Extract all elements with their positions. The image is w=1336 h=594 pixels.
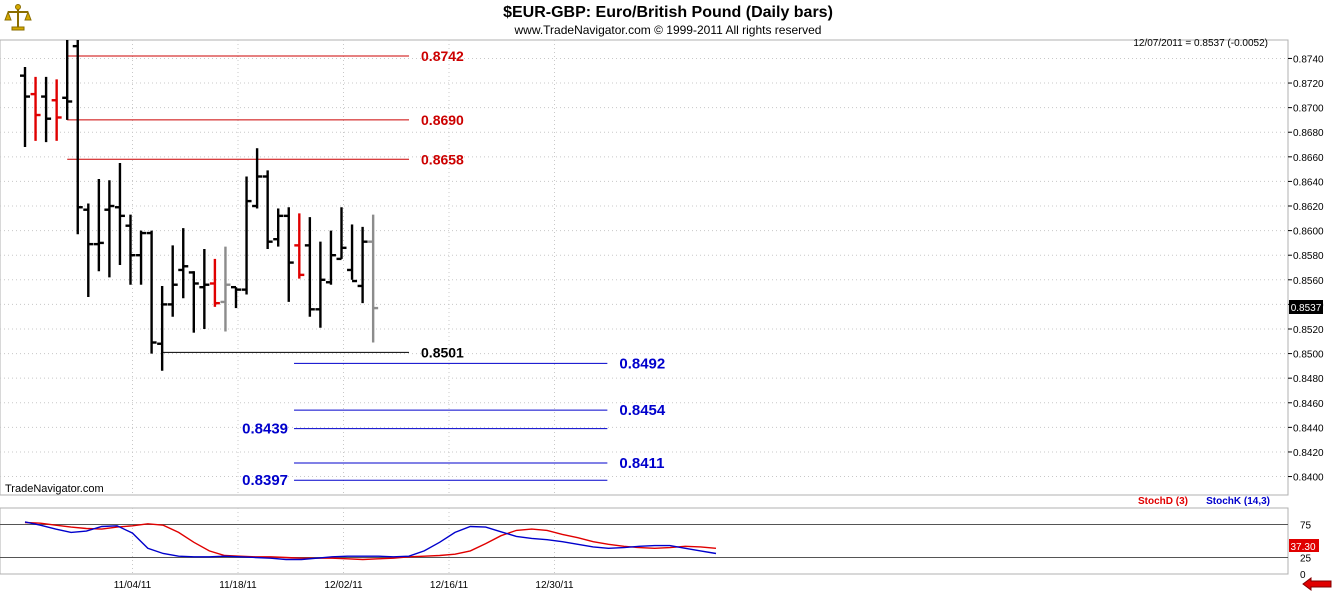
ohlc-bar — [114, 162, 125, 266]
level-label-target: 0.8439 — [242, 421, 288, 438]
price-tick-label: 0.8600 — [1293, 227, 1324, 238]
date-tick-label: 11/04/11 — [114, 580, 152, 591]
ohlc-bar — [41, 76, 52, 143]
level-label-resistance: 0.8742 — [421, 48, 464, 64]
ohlc-bar — [51, 79, 62, 141]
stoch-panel — [0, 507, 1289, 575]
price-panel — [0, 39, 1289, 496]
ohlc-bar — [104, 180, 115, 278]
price-tick-label: 0.8620 — [1293, 202, 1324, 213]
stochastic-indicator: 75 25 0 — [0, 521, 1312, 581]
ohlc-bar — [325, 230, 336, 285]
price-tick-label: 0.8480 — [1293, 374, 1324, 385]
level-label-target: 0.8454 — [619, 402, 666, 419]
price-tick-label: 0.8700 — [1293, 104, 1324, 115]
price-tick-label: 0.8680 — [1293, 128, 1324, 139]
date-tick-label: 12/16/11 — [430, 580, 469, 591]
ohlc-bar — [315, 241, 326, 328]
ohlc-bar — [347, 224, 358, 283]
stoch-current-box — [1289, 539, 1319, 552]
ohlc-bar — [231, 285, 241, 309]
price-tick-label: 0.8440 — [1293, 423, 1324, 434]
price-tick-label: 0.8520 — [1293, 325, 1324, 336]
price-tick-label: 0.8420 — [1293, 448, 1324, 459]
ohlc-bar — [220, 246, 231, 332]
price-tick-label: 0.8740 — [1293, 54, 1324, 65]
ohlc-bar — [209, 258, 220, 307]
ohlc-bar — [304, 217, 315, 317]
price-tick-label: 0.8400 — [1293, 473, 1324, 484]
watermark: TradeNavigator.com — [5, 483, 104, 495]
ohlc-bar — [93, 178, 104, 272]
price-tick-label: 0.8460 — [1293, 399, 1324, 410]
level-label-resistance: 0.8658 — [421, 151, 464, 167]
ohlc-bar — [62, 40, 73, 120]
stoch-tick-label: 25 — [1300, 554, 1312, 565]
ohlc-bar — [178, 228, 189, 299]
ohlc-bar — [136, 230, 147, 285]
ohlc-bar — [30, 76, 41, 141]
level-lines: 0.8742 0.8690 0.8658 0.8501 0.8492 0.8454 0.84… — [67, 48, 666, 489]
ohlc-bar — [188, 271, 199, 333]
ohlc-bar — [273, 208, 284, 247]
price-tick-label: 0.8560 — [1293, 276, 1324, 287]
ohlc-bar — [199, 249, 210, 329]
price-tick-label: 0.8580 — [1293, 251, 1324, 262]
level-label-target: 0.8397 — [242, 472, 288, 489]
ohlc-bar — [283, 207, 294, 302]
price-tick-label: 0.8640 — [1293, 177, 1324, 188]
ohlc-bars — [20, 40, 379, 371]
legend-stochk: StochK (14,3) — [1206, 496, 1270, 507]
level-label-resistance: 0.8690 — [421, 112, 464, 128]
scale-logo-icon[interactable] — [4, 3, 32, 33]
ohlc-bar — [262, 170, 273, 250]
ohlc-bar — [241, 176, 252, 295]
ohlc-bar — [20, 67, 30, 147]
stoch-tick-label: 75 — [1300, 521, 1312, 532]
ohlc-bar — [368, 214, 379, 343]
ohlc-bar — [357, 226, 368, 304]
chart-subtitle: www.TradeNavigator.com © 1999-2011 All r… — [514, 23, 822, 37]
stoch-series-line-0 — [24, 521, 717, 561]
price-tick-label: 0.8660 — [1293, 153, 1324, 164]
ohlc-bar — [83, 203, 94, 298]
stoch-series-line-1 — [24, 521, 717, 561]
date-tick-label: 11/18/11 — [219, 580, 257, 591]
stoch-current-label: 37.30 — [1290, 542, 1315, 553]
level-label-support: 0.8501 — [421, 344, 464, 360]
ohlc-bar — [125, 214, 136, 285]
current-price-box — [1289, 300, 1323, 314]
ohlc-bar — [157, 285, 168, 371]
current-price-label: 0.8537 — [1291, 303, 1322, 314]
last-quote: 12/07/2011 = 0.8537 (-0.0052) — [1133, 38, 1268, 49]
ohlc-bar — [72, 40, 83, 235]
grid — [0, 40, 1288, 574]
price-tick-label: 0.8500 — [1293, 350, 1324, 361]
level-label-target: 0.8411 — [619, 455, 664, 472]
price-axis: 0.8740 0.8720 0.8700 0.8680 0.8660 0.8640 0.86… — [1288, 54, 1324, 484]
date-axis: 11/04/11 11/18/11 12/02/11 12/16/11 12/30/11 — [114, 580, 574, 591]
legend-stochd: StochD (3) — [1138, 496, 1188, 507]
ohlc-bar — [146, 230, 157, 354]
chart-title: $EUR-GBP: Euro/British Pound (Daily bars… — [503, 4, 833, 21]
date-tick-label: 12/30/11 — [535, 580, 574, 591]
ohlc-bar — [294, 213, 305, 279]
date-tick-label: 12/02/11 — [324, 580, 363, 591]
ohlc-bar — [336, 207, 347, 261]
ohlc-bar — [167, 245, 178, 317]
level-label-target: 0.8492 — [619, 355, 665, 372]
price-tick-label: 0.8720 — [1293, 79, 1324, 90]
stoch-tick-label: 0 — [1300, 570, 1306, 581]
back-arrow-icon[interactable] — [1302, 577, 1332, 591]
ohlc-bar — [252, 148, 263, 209]
